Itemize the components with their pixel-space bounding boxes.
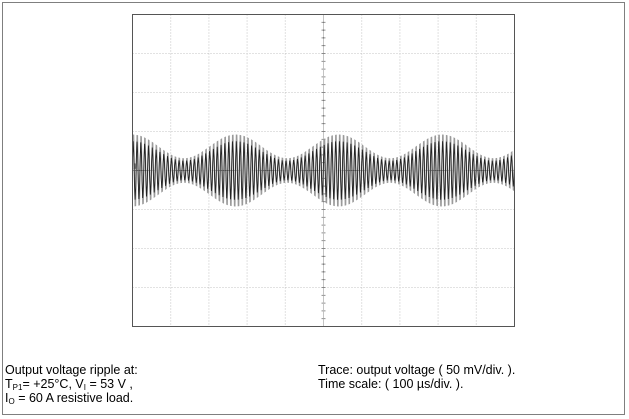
figure-frame	[2, 2, 625, 415]
ripple-trace	[132, 141, 515, 200]
temp-subscript: P1	[12, 383, 23, 392]
caption-temperature-voltage: TP1= +25°C, VI = 53 V ,	[5, 377, 138, 392]
trace-scale: Trace: output voltage ( 50 mV/div. ).	[318, 363, 516, 377]
current-symbol: I	[5, 391, 9, 405]
current-value: = 60 A resistive load.	[14, 391, 134, 405]
temp-value: = +25°C, V	[22, 377, 84, 391]
voltage-subscript: I	[83, 383, 86, 392]
temp-symbol: T	[5, 377, 13, 391]
channel-marker: 1	[133, 164, 137, 171]
current-subscript: O	[8, 397, 15, 406]
time-scale: Time scale: ( 100 µs/div. ).	[318, 377, 464, 391]
voltage-value: = 53 V ,	[85, 377, 133, 391]
test-conditions: Output voltage ripple at: TP1= +25°C, VI…	[5, 363, 138, 406]
plot-border	[132, 14, 515, 327]
caption-title: Output voltage ripple at:	[5, 363, 138, 377]
oscilloscope-plot: 1	[132, 14, 515, 327]
caption-current: IO = 60 A resistive load.	[5, 391, 138, 406]
waveform-chart: 1	[132, 14, 515, 327]
scope-settings: Trace: output voltage ( 50 mV/div. ). Ti…	[318, 363, 515, 391]
